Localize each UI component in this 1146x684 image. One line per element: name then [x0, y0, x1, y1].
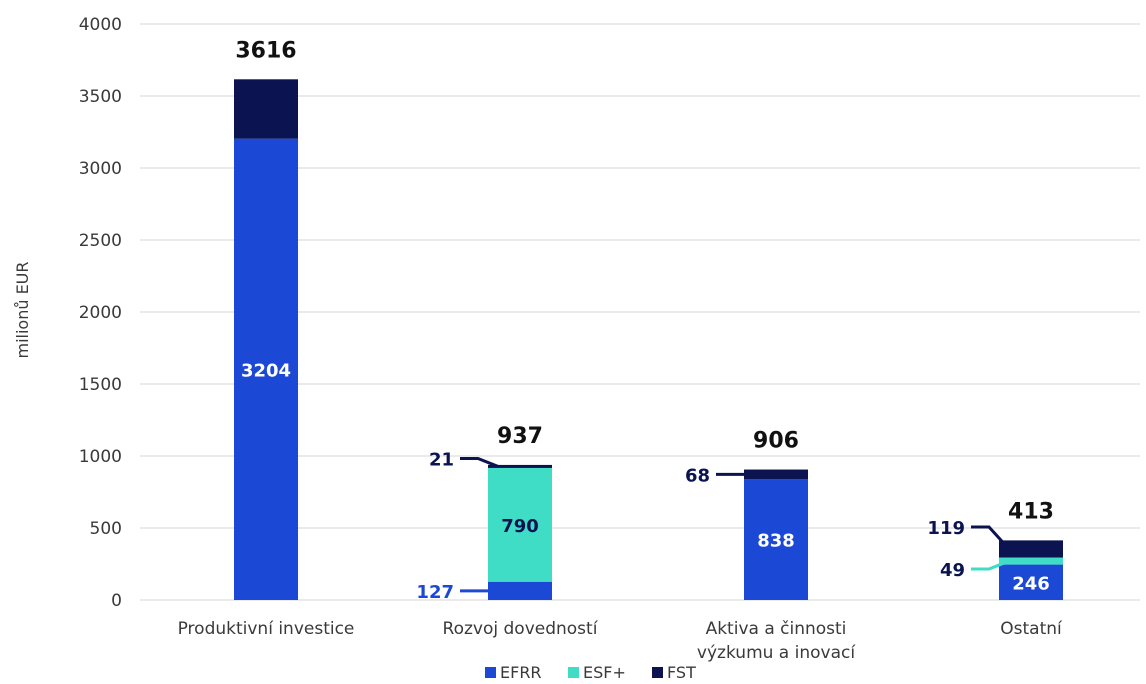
segment-label: 21: [429, 449, 454, 470]
segment-label: 119: [927, 518, 965, 539]
segment-label: 246: [1012, 573, 1050, 594]
bar-segment: [999, 564, 1063, 600]
total-label: 937: [497, 424, 543, 449]
segment-label: 49: [940, 560, 965, 581]
bar-segment: [234, 138, 298, 600]
legend-swatch: [652, 667, 663, 678]
y-tick-label: 1500: [79, 375, 122, 395]
bar-segment: [488, 467, 552, 582]
data-labels: 3616 937 906 413 3204 127 790 21 838 68 246 49 119: [235, 38, 1054, 603]
y-tick-label: 3000: [79, 159, 122, 179]
legend-label: FST: [667, 663, 696, 682]
segment-label: 68: [685, 465, 710, 486]
segment-label: 838: [757, 531, 795, 552]
legend: EFRR ESF+ FST: [485, 663, 696, 682]
total-label: 3616: [235, 38, 296, 63]
category-label: Ostatní: [1000, 619, 1063, 639]
gridlines: [140, 23, 1140, 601]
y-axis-ticks: 0 500 1000 1500 2000 2500 3000 3500 4000: [79, 15, 122, 611]
y-tick-label: 2500: [79, 231, 122, 251]
category-labels: Produktivní investice Rozvoj dovedností Ak…: [178, 619, 1063, 663]
y-tick-label: 500: [90, 519, 122, 539]
legend-label: ESF+: [583, 663, 626, 682]
legend-swatch: [485, 667, 496, 678]
total-label: 413: [1008, 500, 1054, 525]
bar-segment: [234, 79, 298, 139]
bar-segment: [488, 464, 552, 468]
bars: [234, 79, 1063, 600]
segment-label: 3204: [241, 360, 291, 381]
total-label: 906: [753, 429, 799, 454]
category-label: Aktiva a činnosti výzkumu a inovací: [697, 619, 856, 663]
y-tick-label: 0: [111, 591, 122, 611]
bar-segment: [999, 540, 1063, 558]
bar-segment: [999, 557, 1063, 565]
y-tick-label: 4000: [79, 15, 122, 35]
bar-segment: [744, 469, 808, 480]
y-tick-label: 3500: [79, 87, 122, 107]
bar-segment: [744, 479, 808, 600]
segment-label: 790: [501, 516, 539, 537]
y-axis-label: milionů EUR: [13, 261, 32, 358]
category-label: Rozvoj dovedností: [443, 619, 599, 639]
legend-label: EFRR: [500, 663, 542, 682]
leader-line: [971, 525, 1011, 550]
category-label: Produktivní investice: [178, 619, 355, 639]
bar-segment: [488, 581, 552, 600]
segment-label: 127: [416, 582, 454, 603]
y-tick-label: 1000: [79, 447, 122, 467]
leader-line: [971, 559, 1010, 571]
leader-line: [460, 456, 499, 468]
legend-swatch: [568, 667, 579, 678]
y-tick-label: 2000: [79, 303, 122, 323]
